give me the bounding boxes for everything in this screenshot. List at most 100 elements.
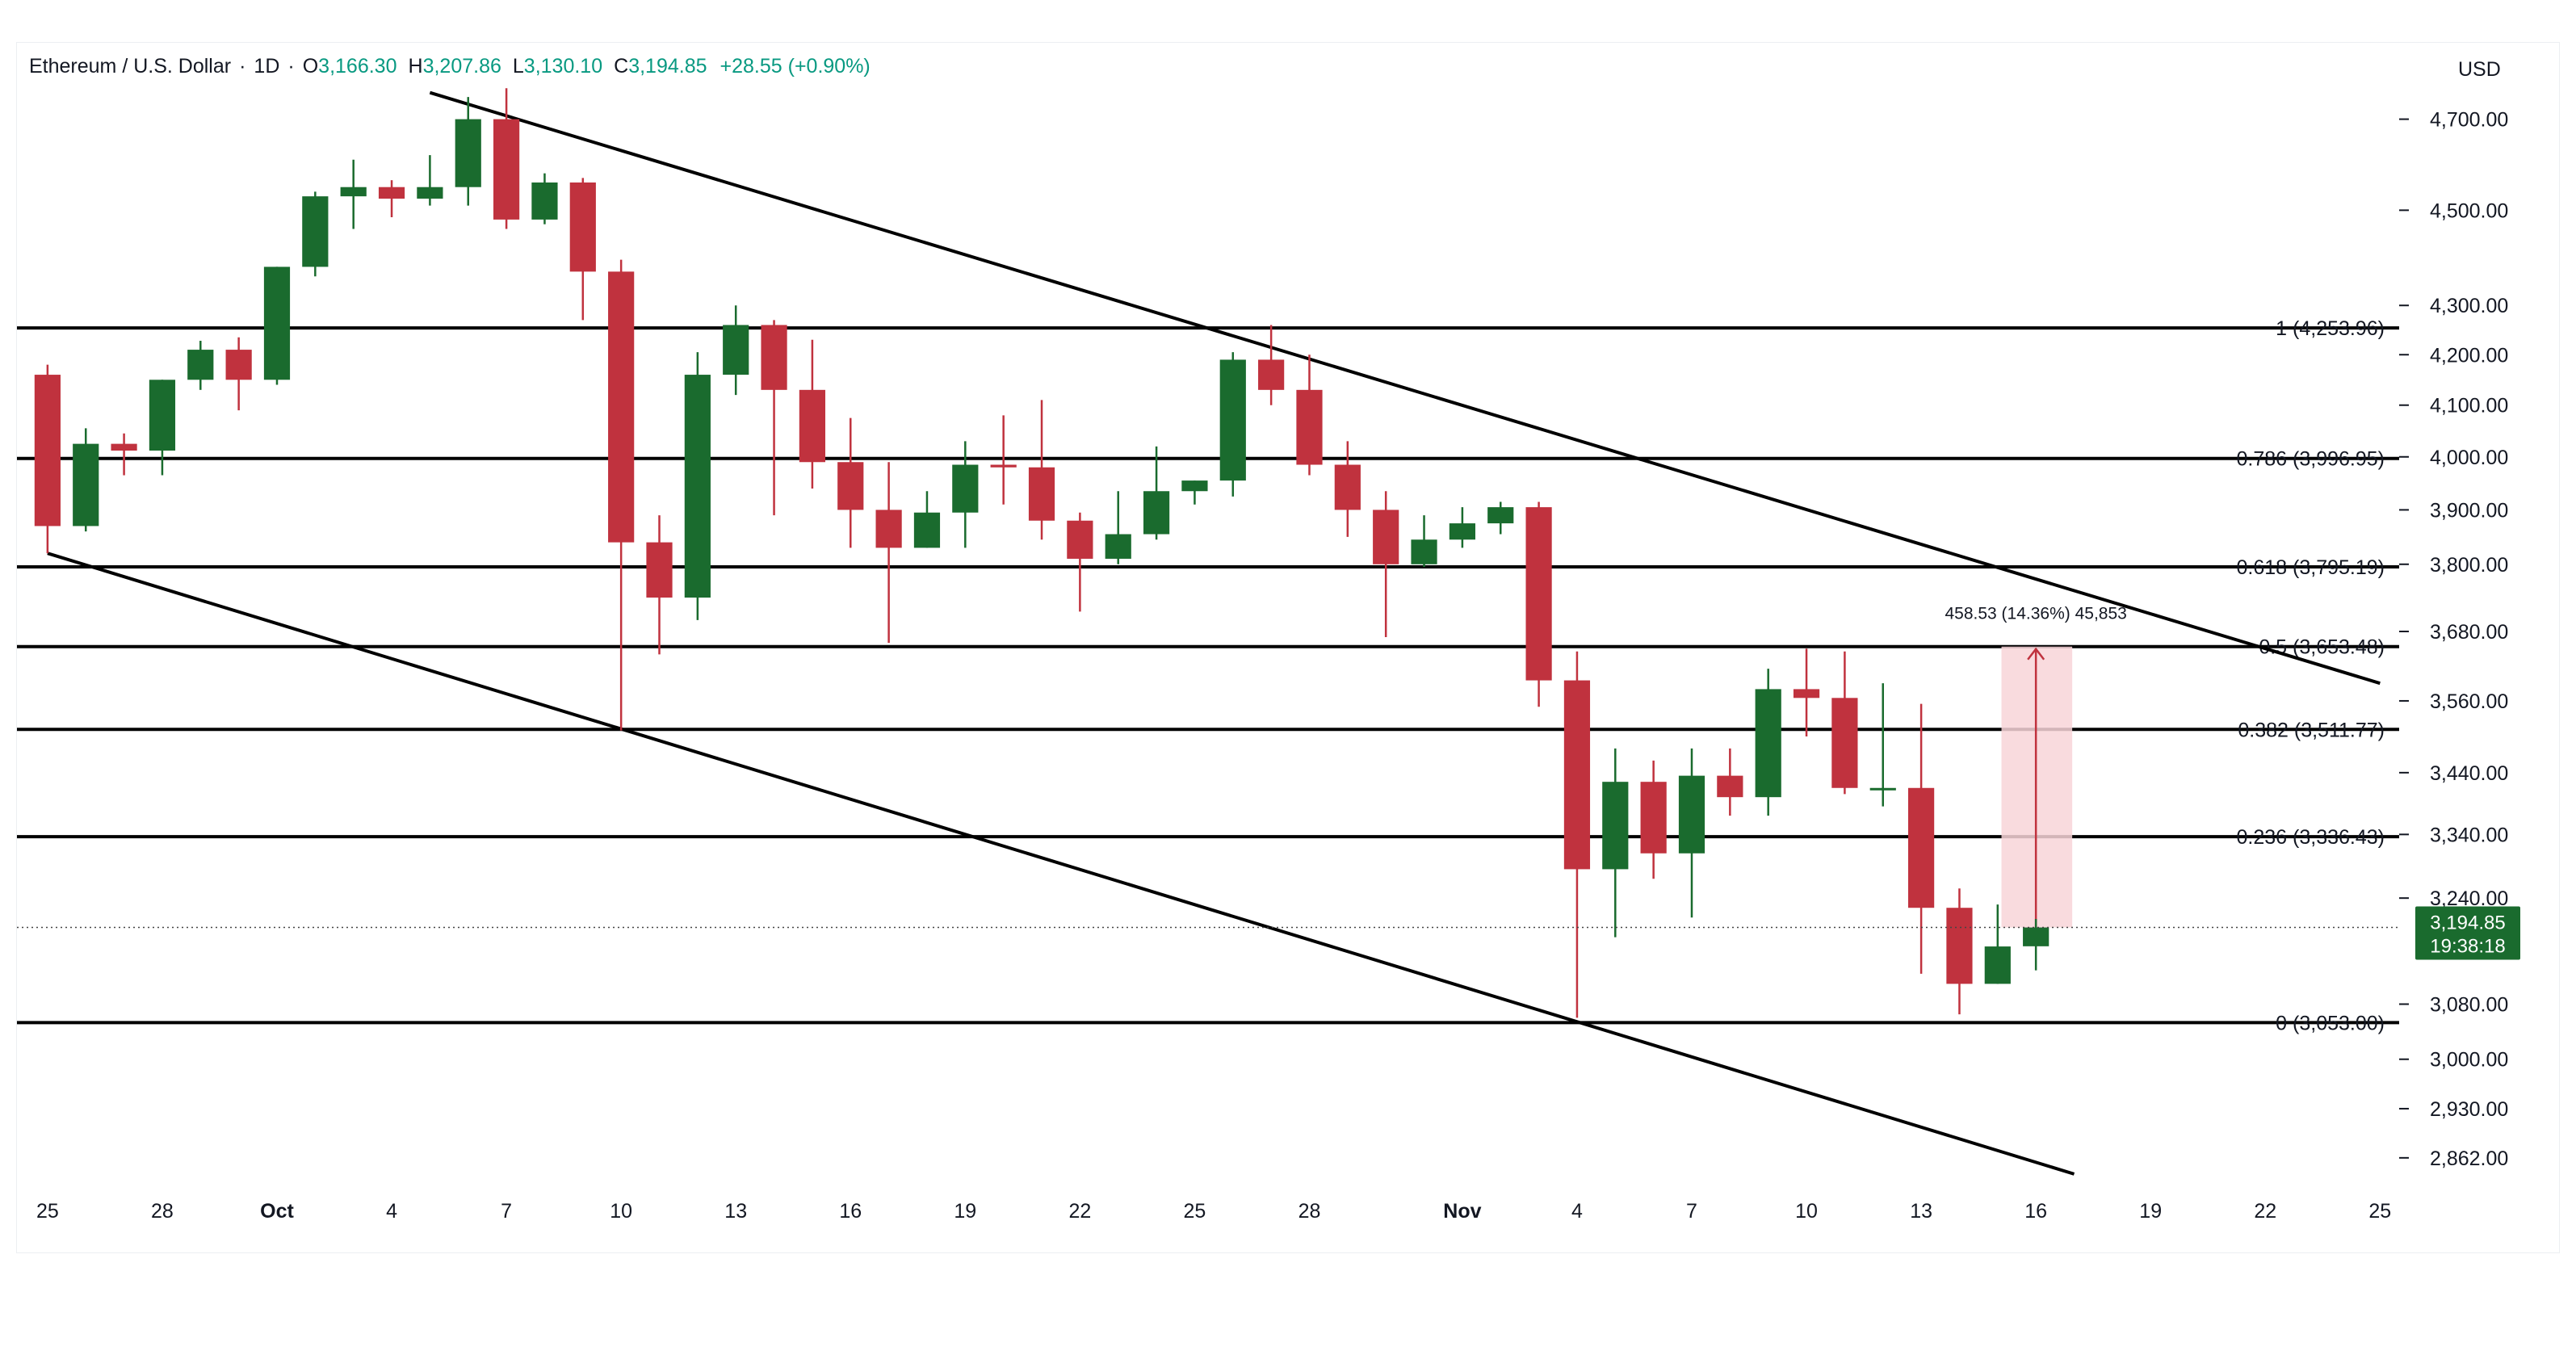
- x-axis-label: 22: [2254, 1200, 2276, 1223]
- candle-body: [455, 119, 481, 187]
- candle-down: [1946, 888, 1973, 1015]
- candle-body: [493, 119, 520, 220]
- price-tag-box: [2415, 906, 2520, 960]
- candle-up: [1678, 748, 1705, 918]
- x-axis-label: 16: [2024, 1200, 2047, 1223]
- y-axis-label: 2,930.00: [2430, 1098, 2508, 1121]
- candle-up: [455, 97, 481, 206]
- candle-body: [1755, 689, 1781, 798]
- y-axis-label: 2,862.00: [2430, 1147, 2508, 1170]
- candle-body: [569, 182, 596, 272]
- x-axis-label: 7: [1686, 1200, 1697, 1223]
- y-axis-label: 3,240.00: [2430, 887, 2508, 910]
- candle-body: [1717, 775, 1743, 798]
- candle-up: [1449, 507, 1475, 548]
- candle-body: [34, 375, 61, 526]
- candle-body: [149, 380, 176, 451]
- x-axis-label: 25: [36, 1200, 59, 1223]
- candle-down: [1717, 748, 1743, 816]
- x-axis-label: 10: [1795, 1200, 1818, 1223]
- candle-up: [302, 191, 329, 277]
- candle-body: [913, 512, 941, 548]
- candle-body: [990, 464, 1017, 468]
- candle-body: [1219, 359, 1246, 481]
- measure-label: 458.53 (14.36%) 45,853: [1945, 605, 2126, 623]
- candle-up: [2023, 919, 2049, 971]
- candle-body: [875, 510, 902, 548]
- candle-body: [531, 182, 558, 220]
- candle-up: [1984, 904, 2011, 984]
- candle-body: [1105, 534, 1131, 559]
- candle-down: [1793, 648, 1820, 737]
- candle-down: [111, 433, 137, 476]
- candle-down: [569, 178, 596, 321]
- candle-up: [73, 428, 99, 532]
- x-axis-label: 13: [724, 1200, 747, 1223]
- candle-body: [1602, 782, 1629, 870]
- candles-layer: [34, 88, 2049, 1018]
- open-label: O: [302, 55, 319, 78]
- candle-up: [263, 266, 291, 385]
- candle-up: [1181, 480, 1208, 505]
- candle-body: [1525, 507, 1552, 681]
- y-axis-label: 3,440.00: [2430, 762, 2508, 785]
- price-chart[interactable]: 1 (4,253.96) 0.786 (3,996.95) 0.618 (3,795…: [17, 43, 2561, 1254]
- candle-body: [952, 464, 979, 513]
- candle-body: [837, 462, 864, 510]
- candle-body: [1869, 787, 1896, 791]
- chart-panel[interactable]: 1 (4,253.96) 0.786 (3,996.95) 0.618 (3,795…: [16, 42, 2560, 1253]
- candle-body: [1831, 698, 1858, 788]
- x-axis[interactable]: 25 28 Oct 4 7 10 13 16 19 22 25 28 Nov 4 7 10 13 16 19 22 25: [36, 1200, 2391, 1223]
- y-axis-label: 3,560.00: [2430, 690, 2508, 713]
- close-label: C: [614, 55, 629, 78]
- candle-body: [1143, 491, 1170, 535]
- candle-body: [1793, 689, 1820, 698]
- candle-body: [1984, 946, 2011, 984]
- candle-body: [608, 271, 635, 543]
- candle-up: [1755, 669, 1781, 816]
- candle-body: [378, 187, 405, 199]
- candle-body: [646, 542, 673, 598]
- candle-body: [263, 266, 291, 380]
- high-value: 3,207.86: [422, 55, 501, 78]
- x-axis-label: 10: [610, 1200, 632, 1223]
- candle-body: [1181, 480, 1208, 492]
- candle-down: [1563, 651, 1591, 1018]
- trendline-layer: [47, 90, 2381, 1176]
- currency-label[interactable]: USD: [2458, 58, 2501, 81]
- symbol-name: Ethereum / U.S. Dollar: [29, 55, 232, 78]
- candle-up: [417, 155, 443, 206]
- close-value: 3,194.85: [628, 55, 707, 78]
- fib-level-label: 0.236 (3,336.43): [2237, 826, 2385, 849]
- candle-down: [378, 180, 405, 218]
- candle-down: [1258, 325, 1285, 405]
- candle-up: [1143, 446, 1170, 540]
- candle-down: [837, 417, 864, 548]
- fib-level-label: 0.786 (3,996.95): [2237, 448, 2385, 471]
- legend-separator: ·: [239, 55, 246, 78]
- x-axis-label: 28: [151, 1200, 174, 1223]
- x-axis-label: 4: [386, 1200, 397, 1223]
- candle-body: [73, 443, 99, 526]
- candle-body: [1411, 539, 1437, 564]
- candle-body: [1563, 680, 1591, 870]
- measure-tool[interactable]: 458.53 (14.36%) 45,853: [1945, 605, 2127, 928]
- candle-body: [111, 443, 137, 451]
- y-axis[interactable]: 4,700.00 4,500.00 4,300.00 4,200.00 4,100.00…: [2399, 109, 2508, 1170]
- y-axis-label: 3,000.00: [2430, 1049, 2508, 1072]
- high-label: H: [408, 55, 423, 78]
- candle-down: [799, 339, 826, 489]
- candle-body: [1640, 782, 1667, 854]
- candle-down: [875, 462, 902, 644]
- candle-up: [531, 173, 558, 224]
- low-value: 3,130.10: [523, 55, 603, 78]
- x-axis-label: 19: [954, 1200, 976, 1223]
- price-tag-price: 3,194.85: [2430, 912, 2505, 934]
- change-value: +28.55 (+0.90%): [720, 55, 871, 78]
- candle-down: [1334, 441, 1361, 537]
- price-tag-countdown: 19:38:18: [2430, 936, 2505, 958]
- open-value: 3,166.30: [318, 55, 397, 78]
- x-axis-label: 28: [1298, 1200, 1321, 1223]
- candle-body: [1296, 389, 1323, 465]
